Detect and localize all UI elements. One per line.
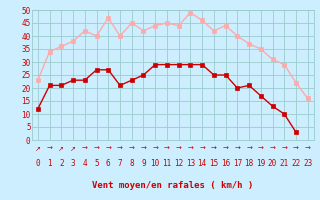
Text: →: →	[269, 146, 276, 152]
Text: 15: 15	[209, 159, 219, 168]
Text: 18: 18	[244, 159, 254, 168]
Text: →: →	[117, 146, 123, 152]
Text: 5: 5	[94, 159, 99, 168]
Text: 0: 0	[36, 159, 40, 168]
Text: →: →	[188, 146, 193, 152]
Text: 1: 1	[47, 159, 52, 168]
Text: ↗: ↗	[35, 146, 41, 152]
Text: →: →	[93, 146, 100, 152]
Text: 3: 3	[71, 159, 76, 168]
Text: →: →	[234, 146, 240, 152]
Text: 11: 11	[162, 159, 172, 168]
Text: 22: 22	[292, 159, 300, 168]
Text: 19: 19	[256, 159, 265, 168]
Text: 9: 9	[141, 159, 146, 168]
Text: 14: 14	[197, 159, 207, 168]
Text: 8: 8	[129, 159, 134, 168]
Text: 20: 20	[268, 159, 277, 168]
Text: →: →	[281, 146, 287, 152]
Text: ↗: ↗	[70, 146, 76, 152]
Text: →: →	[293, 146, 299, 152]
Text: 16: 16	[221, 159, 230, 168]
Text: 23: 23	[303, 159, 312, 168]
Text: 17: 17	[233, 159, 242, 168]
Text: 2: 2	[59, 159, 64, 168]
Text: →: →	[305, 146, 311, 152]
Text: →: →	[129, 146, 135, 152]
Text: →: →	[246, 146, 252, 152]
Text: →: →	[258, 146, 264, 152]
Text: →: →	[176, 146, 182, 152]
Text: →: →	[164, 146, 170, 152]
Text: 13: 13	[186, 159, 195, 168]
Text: →: →	[140, 146, 147, 152]
Text: 21: 21	[280, 159, 289, 168]
Text: →: →	[211, 146, 217, 152]
Text: ↗: ↗	[58, 146, 64, 152]
Text: 10: 10	[151, 159, 160, 168]
Text: Vent moyen/en rafales ( km/h ): Vent moyen/en rafales ( km/h )	[92, 182, 253, 190]
Text: →: →	[47, 146, 52, 152]
Text: 7: 7	[118, 159, 122, 168]
Text: →: →	[223, 146, 228, 152]
Text: →: →	[82, 146, 88, 152]
Text: 6: 6	[106, 159, 111, 168]
Text: →: →	[105, 146, 111, 152]
Text: 12: 12	[174, 159, 183, 168]
Text: →: →	[199, 146, 205, 152]
Text: 4: 4	[83, 159, 87, 168]
Text: →: →	[152, 146, 158, 152]
